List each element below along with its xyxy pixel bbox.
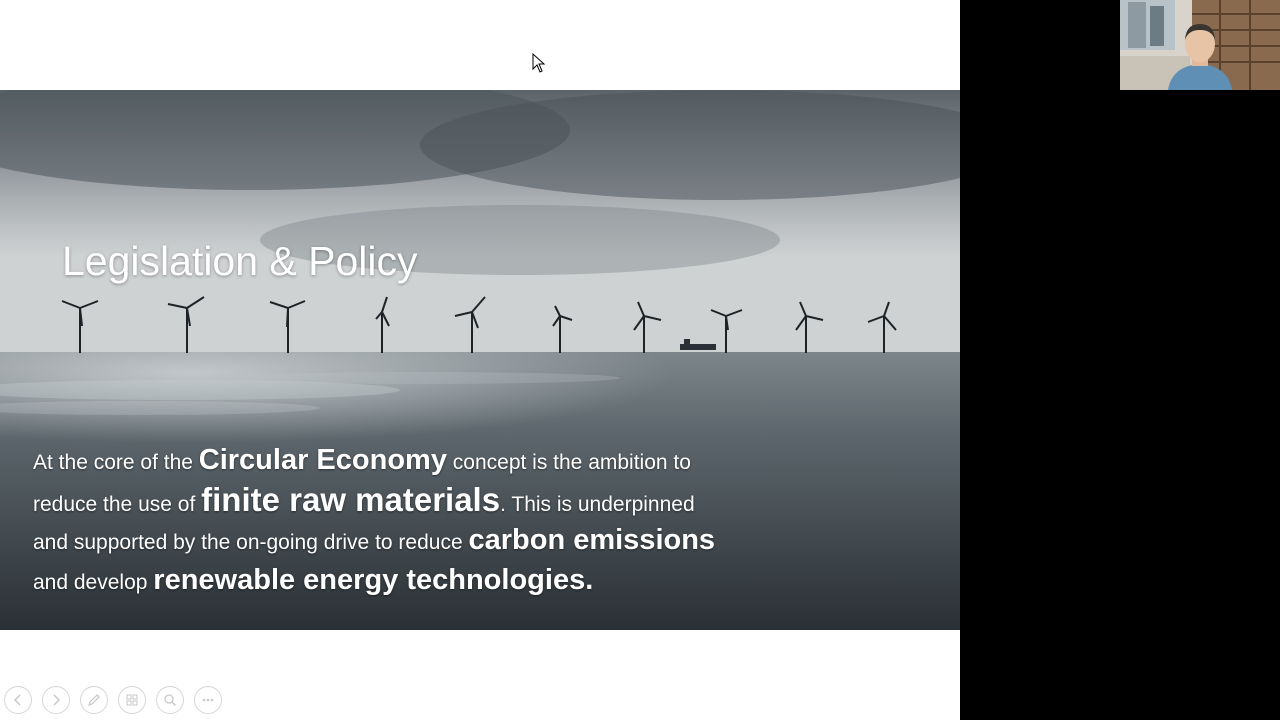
highlight-circular-economy: Circular Economy [198, 444, 447, 476]
presentation-slide-area: Legislation & Policy At the core of the … [0, 0, 960, 720]
next-slide-button[interactable] [42, 686, 70, 714]
body-text-segment: and supported by the on-going drive to r… [33, 531, 469, 554]
body-line-2: reduce the use of finite raw materials. … [33, 480, 833, 520]
slides-grid-button[interactable] [118, 686, 146, 714]
previous-slide-button[interactable] [4, 686, 32, 714]
mouse-cursor-icon [532, 53, 546, 73]
slide-title: Legislation & Policy [62, 238, 418, 284]
body-text-segment: At the core of the [33, 451, 199, 474]
body-text-segment: reduce the use of [33, 493, 202, 516]
presenter-webcam-video [1120, 0, 1280, 90]
magnifier-icon [164, 694, 177, 707]
arrow-left-icon [13, 694, 21, 706]
offshore-wind-farm-photo [0, 90, 960, 630]
body-text-segment: and develop [33, 571, 154, 594]
more-options-button[interactable] [194, 686, 222, 714]
grid-icon [126, 694, 138, 706]
body-text-segment: . This is underpinned [500, 493, 695, 516]
arrow-right-icon [53, 694, 61, 706]
pen-icon [88, 694, 100, 706]
zoom-button[interactable] [156, 686, 184, 714]
body-line-1: At the core of the Circular Economy conc… [33, 440, 833, 480]
highlight-finite-raw-materials: finite raw materials [201, 481, 501, 518]
pen-button[interactable] [80, 686, 108, 714]
body-line-3: and supported by the on-going drive to r… [33, 520, 833, 560]
slide-background-image: Legislation & Policy At the core of the … [0, 90, 960, 630]
presentation-toolbar [4, 686, 222, 714]
slide-body-text: At the core of the Circular Economy conc… [33, 440, 833, 600]
more-icon [202, 698, 214, 702]
highlight-carbon-emissions: carbon emissions [468, 524, 716, 556]
body-text-segment: concept is the ambition to [446, 451, 691, 474]
highlight-renewable-energy: renewable energy technologies. [153, 564, 594, 596]
body-line-4: and develop renewable energy technologie… [33, 560, 833, 600]
presenter-video-frame [1120, 0, 1280, 90]
